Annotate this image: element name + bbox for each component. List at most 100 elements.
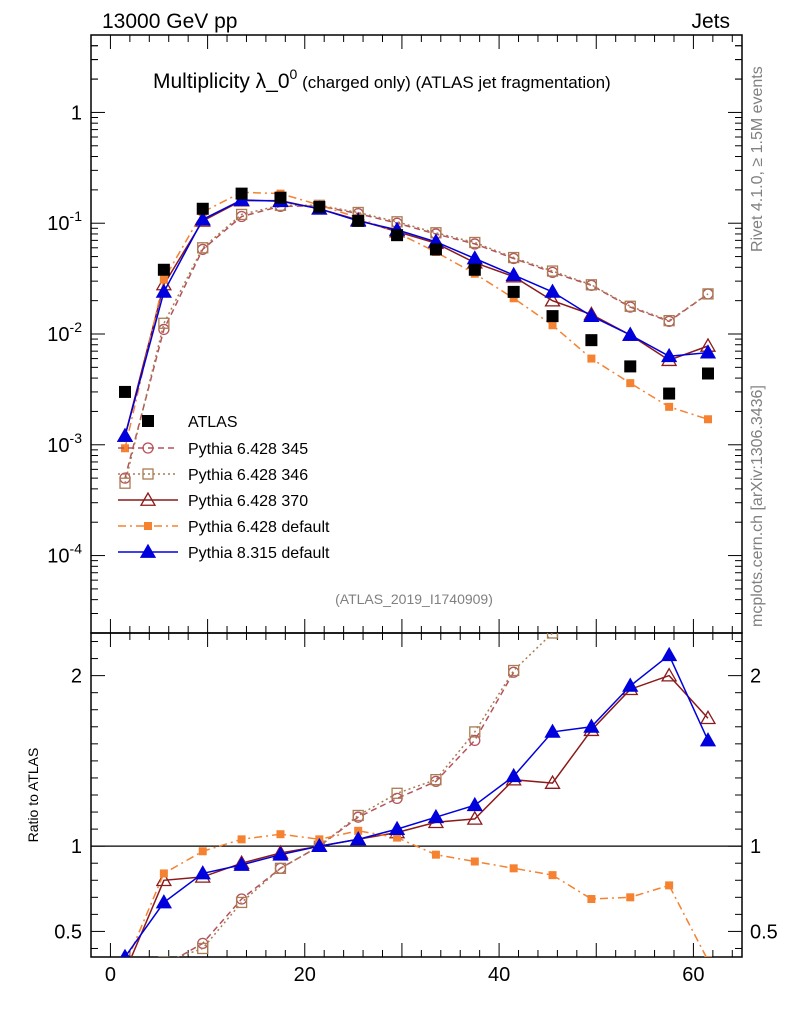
legend: ATLAS Pythia 6.428 345 Pythia 6.428 346 Pyt… bbox=[118, 414, 330, 562]
series-atlas bbox=[119, 187, 714, 400]
data-point bbox=[311, 837, 328, 853]
data-point bbox=[391, 229, 404, 242]
ratio-y-tick-label-right: 0.5 bbox=[750, 921, 778, 943]
data-point bbox=[429, 243, 442, 256]
header-right: Jets bbox=[691, 10, 730, 33]
data-point bbox=[116, 427, 134, 442]
x-tick-label: 40 bbox=[488, 964, 510, 986]
legend-label-p6def: Pythia 6.428 default bbox=[188, 519, 330, 536]
data-point bbox=[121, 444, 130, 453]
data-point bbox=[118, 965, 132, 977]
series-p346 bbox=[119, 199, 714, 489]
data-point bbox=[274, 862, 287, 874]
data-point bbox=[120, 969, 130, 979]
data-point bbox=[470, 857, 479, 866]
main-axis-ticks: 110-110-210-310-4 bbox=[47, 34, 742, 634]
legend-entry-p345: Pythia 6.428 345 bbox=[118, 441, 308, 458]
data-point bbox=[159, 961, 169, 971]
plot-title: Multiplicity λ_00 (charged only) (ATLAS … bbox=[153, 66, 611, 93]
legend-label-atlas: ATLAS bbox=[188, 414, 238, 431]
series-p8def bbox=[116, 191, 717, 442]
data-point bbox=[388, 820, 406, 836]
data-point bbox=[197, 942, 209, 955]
data-point bbox=[120, 948, 130, 957]
legend-entry-atlas: ATLAS bbox=[142, 414, 238, 431]
plot-title-sup: 0 bbox=[290, 66, 298, 82]
data-point bbox=[546, 265, 559, 277]
data-point bbox=[159, 869, 168, 878]
data-point bbox=[626, 379, 635, 388]
data-point bbox=[274, 191, 287, 204]
ratio-line-p8def bbox=[124, 654, 709, 957]
data-point bbox=[235, 896, 248, 909]
data-point bbox=[158, 323, 170, 336]
analysis-id: (ATLAS_2019_I1740909) bbox=[335, 591, 493, 607]
data-point bbox=[198, 847, 207, 856]
data-point bbox=[196, 202, 209, 215]
data-point bbox=[121, 962, 129, 970]
rivet-label: Rivet 4.1.0, ≥ 1.5M events bbox=[749, 66, 766, 252]
data-point bbox=[701, 367, 714, 380]
main-y-tick-label-exp: -1 bbox=[70, 208, 83, 224]
data-point bbox=[119, 477, 131, 489]
data-point bbox=[505, 767, 522, 783]
data-point bbox=[237, 835, 246, 844]
data-point bbox=[703, 415, 712, 424]
x-axis-ticks: 0 20 40 60 bbox=[90, 35, 733, 986]
data-point bbox=[665, 881, 674, 890]
data-point bbox=[544, 723, 561, 738]
ratio-line-p370 bbox=[130, 674, 709, 957]
data-point bbox=[466, 796, 483, 812]
data-point bbox=[155, 894, 172, 909]
legend-entry-p6def: Pythia 6.428 default bbox=[118, 519, 330, 536]
data-point bbox=[508, 664, 520, 677]
data-point bbox=[509, 294, 518, 303]
data-point bbox=[544, 774, 561, 789]
data-point bbox=[699, 344, 717, 359]
data-point bbox=[509, 864, 518, 873]
data-point bbox=[583, 307, 600, 323]
data-point bbox=[665, 402, 674, 411]
series-line-p8def bbox=[124, 199, 709, 437]
plot-title-main: Multiplicity λ_0 bbox=[153, 70, 290, 93]
main-y-tick-label-exp: -3 bbox=[70, 430, 83, 446]
data-point bbox=[431, 850, 440, 859]
data-point bbox=[546, 310, 559, 323]
data-point bbox=[139, 543, 157, 558]
data-point bbox=[142, 468, 154, 480]
data-point bbox=[352, 809, 364, 822]
legend-entry-p346: Pythia 6.428 346 bbox=[118, 467, 308, 484]
legend-label-p8def: Pythia 8.315 default bbox=[188, 545, 330, 562]
data-point bbox=[157, 263, 170, 276]
data-point bbox=[703, 956, 712, 957]
legend-entry-p370: Pythia 6.428 370 bbox=[118, 491, 308, 510]
data-point bbox=[469, 734, 481, 747]
data-point bbox=[699, 732, 717, 747]
x-tick-label: 20 bbox=[294, 964, 316, 986]
ratio-line-p346 bbox=[176, 633, 554, 957]
main-y-tick-label: 10-1 bbox=[47, 208, 82, 235]
data-point bbox=[663, 387, 676, 400]
legend-entry-p8def: Pythia 8.315 default bbox=[118, 543, 330, 562]
data-point bbox=[505, 266, 522, 282]
main-plot-frame bbox=[90, 34, 743, 634]
data-point bbox=[144, 522, 152, 530]
data-point bbox=[194, 865, 211, 880]
ratio-y-tick-label-right: 1 bbox=[750, 836, 761, 858]
data-point bbox=[468, 263, 481, 276]
main-series-group bbox=[116, 187, 717, 489]
data-point bbox=[663, 314, 675, 327]
series-line-p6def bbox=[124, 191, 709, 449]
legend-label-p345: Pythia 6.428 345 bbox=[188, 441, 308, 458]
ratio-y-tick-label-left: 2 bbox=[71, 666, 82, 688]
data-point bbox=[661, 347, 678, 363]
data-point bbox=[626, 893, 635, 902]
data-point bbox=[430, 774, 442, 786]
data-point bbox=[142, 415, 154, 427]
data-point bbox=[272, 846, 289, 861]
mcplots-label: mcplots.cern.ch [arXiv:1306.3436] bbox=[749, 385, 766, 627]
data-point bbox=[159, 275, 168, 284]
data-point bbox=[233, 856, 250, 871]
data-point bbox=[583, 718, 600, 733]
data-point bbox=[391, 787, 403, 799]
